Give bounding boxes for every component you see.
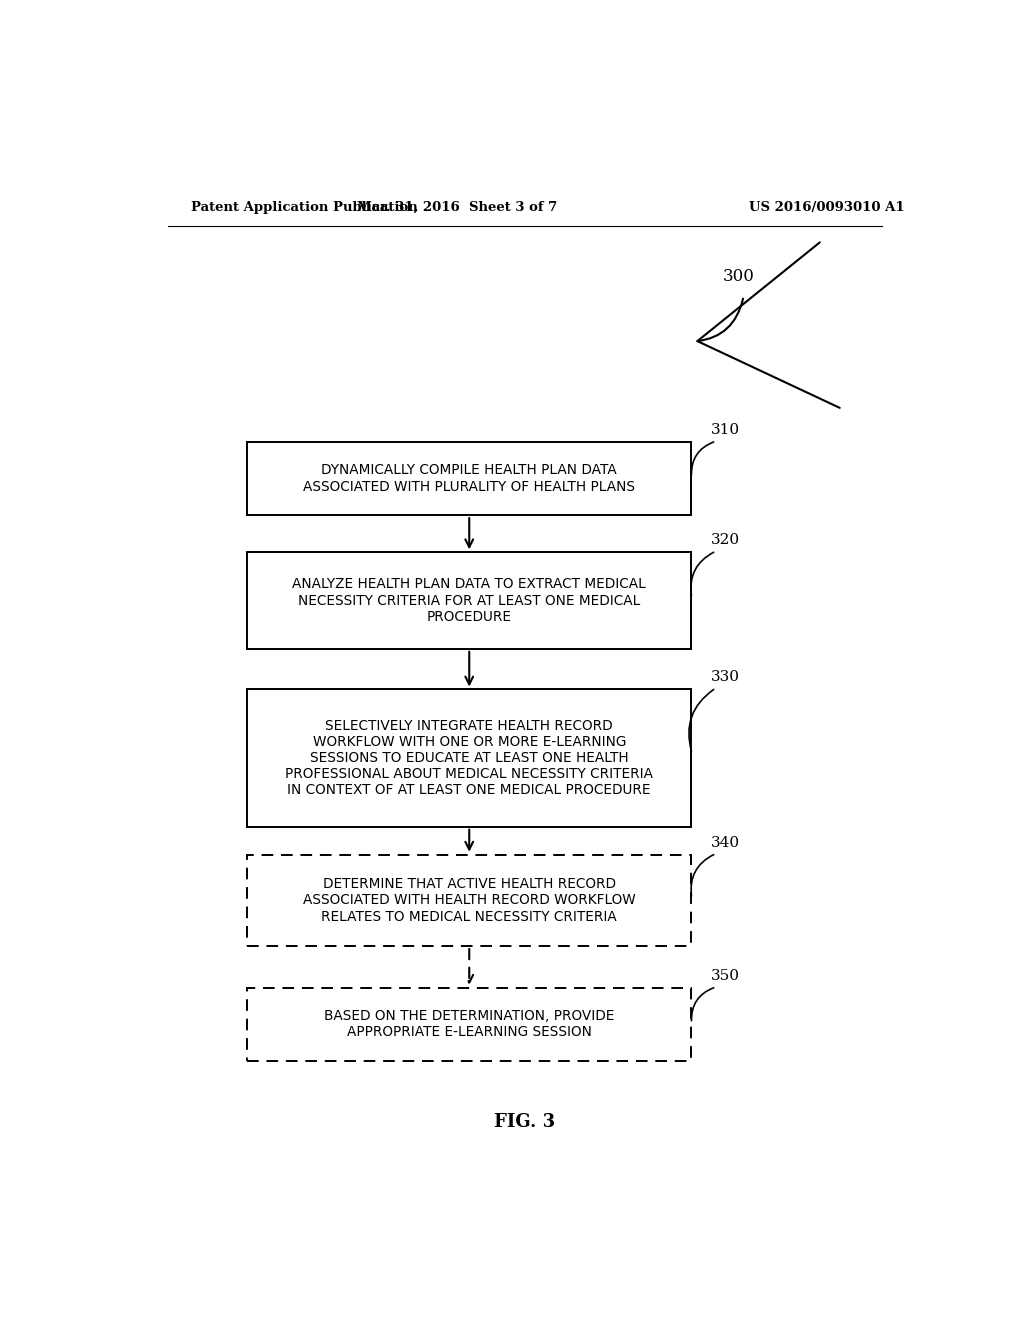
Text: FIG. 3: FIG. 3 bbox=[495, 1113, 555, 1131]
Text: SELECTIVELY INTEGRATE HEALTH RECORD
WORKFLOW WITH ONE OR MORE E-LEARNING
SESSION: SELECTIVELY INTEGRATE HEALTH RECORD WORK… bbox=[286, 718, 653, 797]
Text: Patent Application Publication: Patent Application Publication bbox=[191, 201, 418, 214]
FancyArrowPatch shape bbox=[689, 689, 714, 751]
Text: DETERMINE THAT ACTIVE HEALTH RECORD
ASSOCIATED WITH HEALTH RECORD WORKFLOW
RELAT: DETERMINE THAT ACTIVE HEALTH RECORD ASSO… bbox=[303, 878, 636, 924]
Bar bbox=[247, 689, 691, 826]
Text: Mar. 31, 2016  Sheet 3 of 7: Mar. 31, 2016 Sheet 3 of 7 bbox=[357, 201, 557, 214]
Text: 310: 310 bbox=[712, 422, 740, 437]
FancyArrowPatch shape bbox=[691, 442, 714, 475]
Text: 320: 320 bbox=[712, 533, 740, 548]
Text: BASED ON THE DETERMINATION, PROVIDE
APPROPRIATE E-LEARNING SESSION: BASED ON THE DETERMINATION, PROVIDE APPR… bbox=[324, 1010, 614, 1039]
Text: 340: 340 bbox=[712, 836, 740, 850]
Bar bbox=[247, 552, 691, 649]
Bar bbox=[247, 442, 691, 515]
FancyArrowPatch shape bbox=[691, 552, 714, 595]
Bar bbox=[247, 987, 691, 1061]
Text: DYNAMICALLY COMPILE HEALTH PLAN DATA
ASSOCIATED WITH PLURALITY OF HEALTH PLANS: DYNAMICALLY COMPILE HEALTH PLAN DATA ASS… bbox=[303, 463, 635, 494]
Text: US 2016/0093010 A1: US 2016/0093010 A1 bbox=[749, 201, 904, 214]
Text: 300: 300 bbox=[723, 268, 755, 285]
FancyArrowPatch shape bbox=[691, 854, 714, 896]
FancyArrowPatch shape bbox=[691, 987, 714, 1020]
FancyArrowPatch shape bbox=[697, 243, 840, 408]
Text: ANALYZE HEALTH PLAN DATA TO EXTRACT MEDICAL
NECESSITY CRITERIA FOR AT LEAST ONE : ANALYZE HEALTH PLAN DATA TO EXTRACT MEDI… bbox=[293, 577, 646, 624]
Text: 330: 330 bbox=[712, 671, 740, 684]
Bar bbox=[247, 854, 691, 946]
Text: 350: 350 bbox=[712, 969, 740, 982]
